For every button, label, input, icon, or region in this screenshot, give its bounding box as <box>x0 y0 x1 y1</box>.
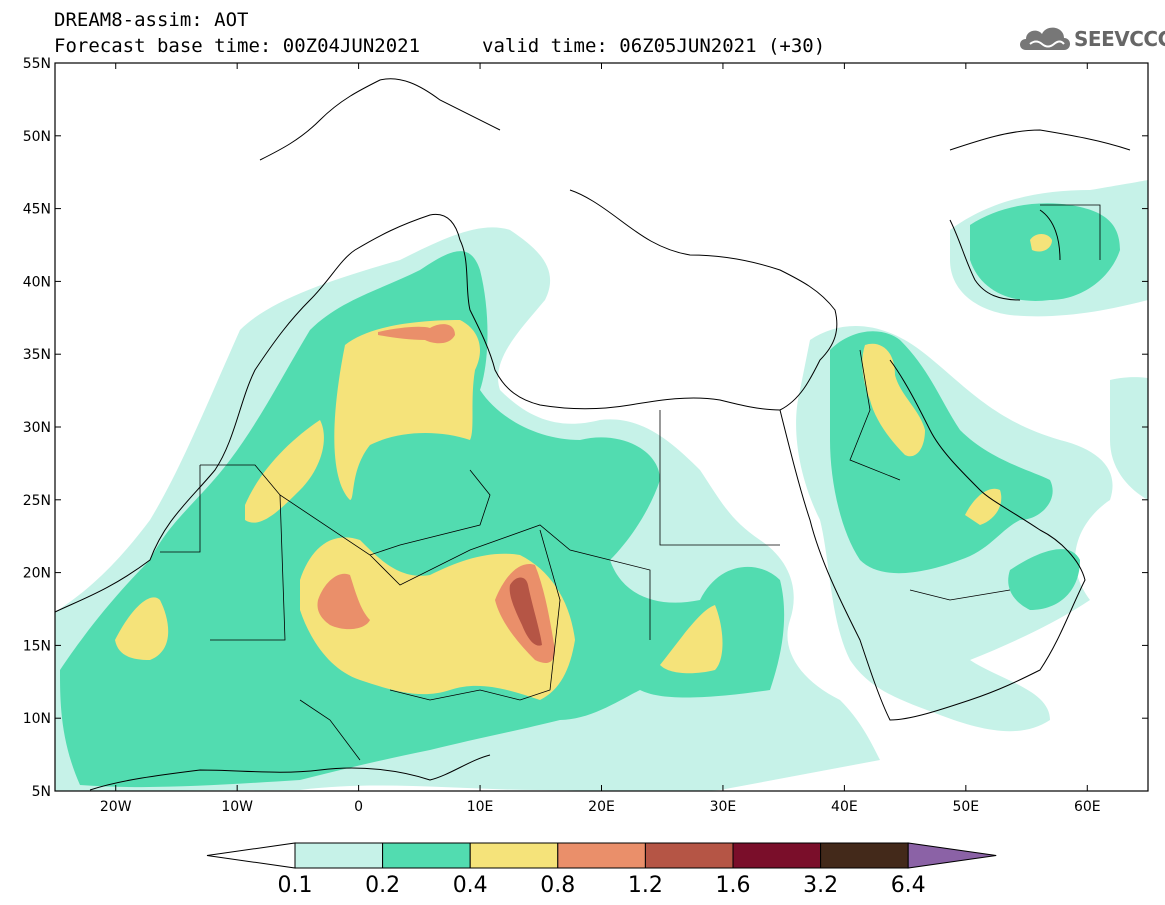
lat-tick-label: 20N <box>23 566 51 582</box>
lon-tick-label: 50E <box>952 799 979 815</box>
cloud-icon <box>1020 27 1070 50</box>
colorbar-label: 3.2 <box>803 873 838 898</box>
colorbar-swatch <box>644 842 734 869</box>
colorbar-swatch <box>382 842 471 869</box>
aot-contour-0.4-caspian <box>1030 234 1052 252</box>
colorbar-label: 6.4 <box>891 873 926 898</box>
aot-contour-0.4-iraq <box>862 343 925 457</box>
coastlines <box>54 78 1131 791</box>
aot-contour-0.4-gulf <box>965 488 1002 525</box>
colorbar-over-arrow <box>907 842 997 869</box>
lon-tick-label: 20E <box>588 799 615 815</box>
colorbar-under-arrow <box>206 842 296 869</box>
colorbar-label: 0.2 <box>365 873 400 898</box>
aot-contour-0.2-oman <box>1008 549 1080 610</box>
lon-tick-label: 10W <box>221 799 253 815</box>
aot-contour-0.4-mauritania <box>115 597 169 660</box>
lat-tick-label: 25N <box>23 493 51 509</box>
aot-contour-0.8-algeria <box>378 324 455 344</box>
colorbar-label: 1.6 <box>716 873 751 898</box>
map-axes: 5N 10N 15N 20N 25N 30N 35N 40N 45N 50N 55N 20W 10W 0 1… <box>23 56 1148 815</box>
colorbar-label: 1.2 <box>628 873 663 898</box>
lat-tick-label: 55N <box>23 56 51 72</box>
aot-contour-0.1-east <box>1110 377 1148 500</box>
colorbar-label: 0.1 <box>278 873 313 898</box>
colorbar-swatch <box>294 842 384 869</box>
lat-tick-label: 35N <box>23 347 51 363</box>
aot-contour-0.4-west <box>245 420 324 523</box>
base-time: Forecast base time: 00Z04JUN2021 <box>54 35 421 57</box>
valid-time: valid time: 06Z05JUN2021 (+30) <box>482 35 826 57</box>
lon-tick-label: 0 <box>354 799 363 815</box>
title-line1: DREAM8-assim: AOT <box>54 9 249 31</box>
aot-contour-0.4-sudan <box>660 605 723 674</box>
aot-contour-0.2 <box>60 251 785 788</box>
logo-text: SEEVCCC <box>1074 27 1165 51</box>
lon-tick-label: 10E <box>467 799 494 815</box>
lat-tick-label: 15N <box>23 638 51 654</box>
lat-tick-label: 40N <box>23 274 51 290</box>
lat-tick-label: 30N <box>23 420 51 436</box>
aot-contour-0.4-sahel <box>300 537 575 700</box>
lat-tick-label: 50N <box>23 129 51 145</box>
lat-tick-label: 10N <box>23 711 51 727</box>
lat-tick-label: 5N <box>32 784 51 800</box>
lon-tick-label: 20W <box>100 799 132 815</box>
colorbar-swatch <box>732 842 822 869</box>
lat-tick-label: 45N <box>23 202 51 218</box>
seevccc-logo: SEEVCCC <box>1018 20 1165 56</box>
map-subtitle: Forecast base time: 00Z04JUN2021 valid ti… <box>54 35 825 57</box>
aot-contour-0.4 <box>334 320 480 500</box>
lon-tick-label: 60E <box>1074 799 1101 815</box>
colorbar-label: 0.4 <box>453 873 488 898</box>
aot-field <box>55 180 1148 791</box>
country-borders <box>160 204 1101 761</box>
aot-contour-1.2 <box>509 577 542 646</box>
aot-contour-0.8 <box>317 573 370 630</box>
aot-contour-0.2-caspian <box>970 203 1120 301</box>
map-title: DREAM8-assim: AOT <box>54 10 248 30</box>
colorbar-swatch <box>469 842 559 869</box>
colorbar-swatch <box>557 842 646 869</box>
colorbar-label: 0.8 <box>540 873 575 898</box>
colorbar-swatch <box>820 842 909 869</box>
colorbar: 0.1 0.2 0.4 0.8 1.2 1.6 3.2 6.4 <box>206 842 997 898</box>
lon-tick-label: 40E <box>831 799 858 815</box>
lon-tick-label: 30E <box>710 799 737 815</box>
